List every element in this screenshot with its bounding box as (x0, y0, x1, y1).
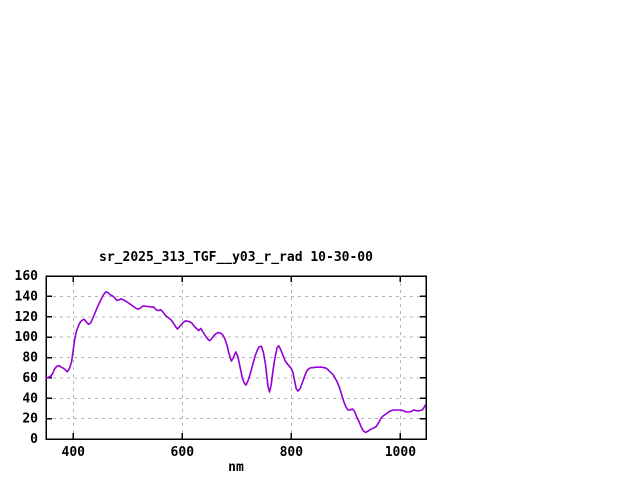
y-tick-label: 100 (15, 330, 39, 345)
chart-title: sr_2025_313_TGF__y03_r_rad 10-30-00 (99, 250, 373, 265)
y-tick-label: 20 (22, 412, 38, 427)
y-tick-label: 80 (22, 351, 38, 366)
x-axis-label: nm (228, 460, 244, 475)
x-tick-label: 800 (280, 445, 304, 460)
spectrum-line (45, 290, 427, 434)
y-tick-label: 60 (22, 371, 38, 386)
x-tick-label: 600 (171, 445, 195, 460)
y-tick-label: 160 (15, 269, 39, 284)
y-tick-label: 40 (22, 391, 38, 406)
y-tick-label: 120 (15, 310, 39, 325)
x-tick-label: 1000 (385, 445, 416, 460)
y-tick-label: 0 (30, 432, 38, 447)
x-tick-label: 400 (62, 445, 86, 460)
y-tick-label: 140 (15, 289, 39, 304)
